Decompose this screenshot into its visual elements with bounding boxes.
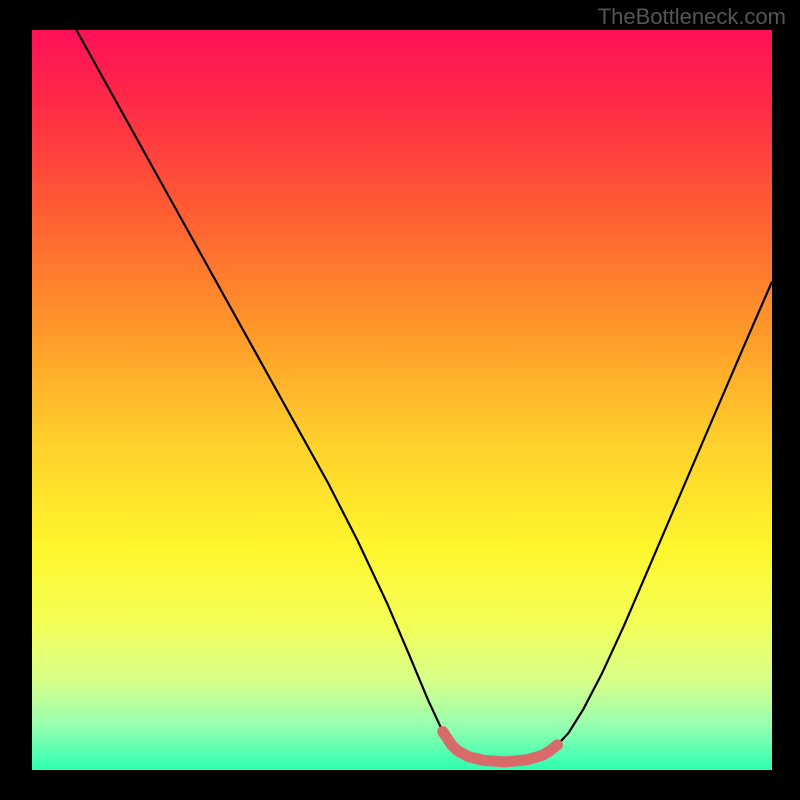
plot-area: [32, 30, 772, 770]
chart-container: TheBottleneck.com: [0, 0, 800, 800]
bottleneck-curve: [76, 30, 772, 762]
watermark-text: TheBottleneck.com: [598, 4, 786, 30]
curve-layer: [32, 30, 772, 770]
bottleneck-highlight: [443, 732, 558, 762]
